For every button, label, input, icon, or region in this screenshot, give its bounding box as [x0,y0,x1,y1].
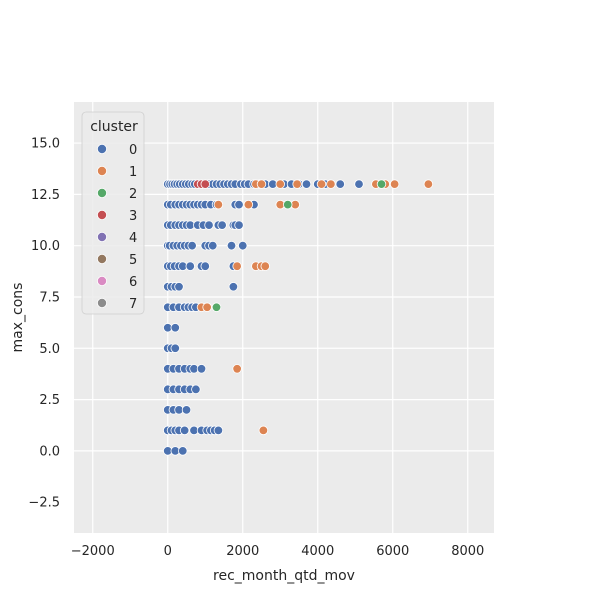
data-point-cluster-0 [335,179,345,189]
y-tick-label: 10.0 [31,239,60,254]
legend-marker [97,297,108,308]
data-point-cluster-1 [213,199,224,210]
x-tick-label: 6000 [376,544,409,559]
legend-marker [97,209,108,220]
data-point-cluster-0 [208,240,218,251]
x-tick-label: 8000 [451,544,484,559]
x-tick-label: −2000 [71,544,115,559]
data-point-cluster-0 [217,220,227,230]
legend-label: 6 [129,275,137,290]
x-axis-label: rec_month_qtd_mov [213,568,355,584]
data-point-cluster-0 [238,240,248,251]
data-point-cluster-1 [232,261,242,271]
data-point-cluster-1 [256,179,267,189]
y-tick-label: 15.0 [31,137,60,152]
data-points [163,179,434,456]
legend-marker [97,187,108,198]
data-point-cluster-0 [170,323,180,333]
y-tick-label: 5.0 [39,342,60,357]
legend-marker [97,253,108,264]
legend-marker [97,275,108,286]
legend-title: cluster [90,119,138,135]
data-point-cluster-0 [196,364,207,374]
x-tick-label: 0 [164,544,172,559]
y-tick-label: 2.5 [39,393,60,408]
y-tick-label: −2.5 [28,496,60,511]
legend-label: 2 [129,187,137,202]
data-point-cluster-0 [178,446,188,456]
legend-label: 1 [129,165,137,180]
data-point-cluster-0 [174,282,184,292]
data-point-cluster-1 [232,364,242,374]
data-point-cluster-0 [170,343,180,353]
data-point-cluster-0 [204,220,214,230]
data-point-cluster-0 [185,261,195,271]
data-point-cluster-2 [283,199,293,210]
data-point-cluster-2 [211,302,222,312]
data-point-cluster-0 [301,179,312,189]
data-point-cluster-1 [326,179,336,189]
data-point-cluster-1 [260,261,270,271]
data-point-cluster-1 [202,302,212,312]
data-point-cluster-0 [226,240,237,251]
data-point-cluster-0 [234,199,244,210]
data-point-cluster-1 [389,179,400,189]
data-point-cluster-1 [292,179,302,189]
legend-marker [97,231,108,242]
x-tick-label: 2000 [226,544,259,559]
y-axis-ticks: 0.0 2.5 5.0 7.5 10.0 12.5 15.0 −2.5 [28,137,60,511]
y-tick-label: 12.5 [31,188,60,203]
legend-marker [97,143,108,154]
data-point-cluster-0 [187,240,197,251]
legend-label: 5 [129,253,137,268]
legend: cluster 0 1 2 3 4 5 6 7 [81,111,145,315]
x-tick-label: 4000 [301,544,334,559]
data-point-cluster-1 [275,179,285,189]
data-point-cluster-1 [258,425,269,436]
data-point-cluster-2 [376,179,387,189]
legend-box [81,111,145,315]
legend-label: 7 [129,297,137,312]
data-point-cluster-3 [200,179,210,189]
legend-label: 3 [129,209,137,224]
data-point-cluster-1 [423,179,434,189]
data-point-cluster-0 [228,282,239,292]
y-axis-label: max_cons [10,283,26,353]
x-axis-ticks: −2000 0 2000 4000 6000 8000 [71,544,485,559]
data-point-cluster-0 [200,261,210,271]
data-point-cluster-1 [316,179,327,189]
data-point-cluster-1 [243,199,254,210]
data-point-cluster-0 [191,384,201,395]
legend-label: 4 [129,231,137,246]
legend-label: 0 [129,143,137,158]
data-point-cluster-0 [213,425,224,436]
y-tick-label: 7.5 [39,290,60,305]
data-point-cluster-0 [234,220,244,230]
data-point-cluster-0 [179,425,190,436]
legend-marker [97,165,108,176]
data-point-cluster-0 [181,405,192,415]
y-tick-label: 0.0 [39,444,60,459]
data-point-cluster-0 [354,179,364,189]
